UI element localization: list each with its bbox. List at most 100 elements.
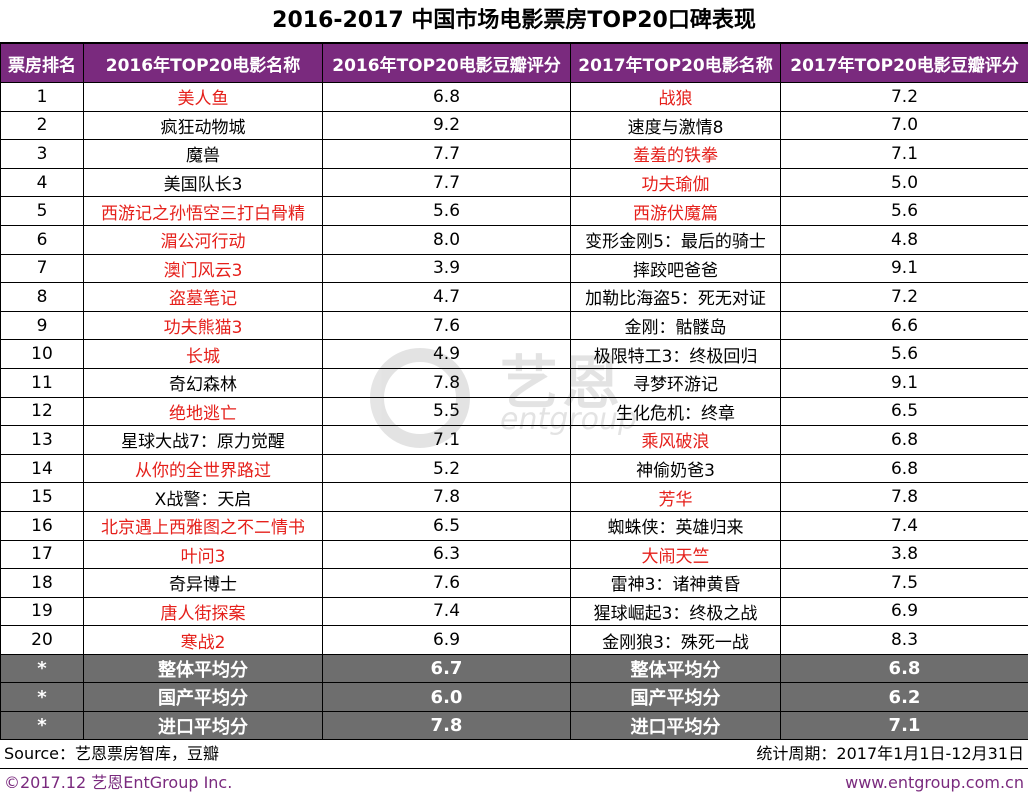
movie-2016-cell: 功夫熊猫3 — [83, 310, 323, 341]
movie-2017-cell: 摔跤吧爸爸 — [570, 253, 781, 284]
avg-2016-value: 6.7 — [322, 653, 571, 684]
movie-2017-cell: 猩球崛起3：终极之战 — [570, 596, 781, 627]
movie-2016-cell: 美人鱼 — [83, 82, 323, 112]
movie-2016-cell: 从你的全世界路过 — [83, 453, 323, 484]
movie-2017-cell: 变形金刚5：最后的骑士 — [570, 224, 781, 255]
rating-2016-cell: 5.2 — [322, 453, 571, 484]
movie-2017-cell: 战狼 — [570, 82, 781, 112]
table-row: 5 西游记之孙悟空三打白骨精 5.6 西游伏魔篇 5.6 — [0, 196, 1028, 226]
copyright-text: ©2017.12 艺恩EntGroup Inc. — [4, 773, 233, 793]
movie-2017-cell: 蜘蛛侠：英雄归来 — [570, 510, 781, 541]
rating-2017-cell: 6.8 — [780, 425, 1028, 455]
movie-2016-cell: 寒战2 — [83, 625, 323, 655]
table-row: 12 绝地逃亡 5.5 生化危机：终章 6.5 — [0, 396, 1028, 427]
rating-2016-cell: 7.8 — [322, 482, 571, 512]
avg-rank-cell: * — [0, 653, 84, 684]
rank-cell: 13 — [0, 425, 84, 455]
table-row: 18 奇异博士 7.6 雷神3：诸神黄昏 7.5 — [0, 568, 1028, 598]
header-2017-title: 2017年TOP20电影名称 — [570, 43, 781, 83]
rating-2017-cell: 7.1 — [780, 139, 1028, 169]
rating-2016-cell: 7.8 — [322, 367, 571, 398]
table-row: 7 澳门风云3 3.9 摔跤吧爸爸 9.1 — [0, 253, 1028, 284]
rank-cell: 8 — [0, 282, 84, 312]
table-row: 14 从你的全世界路过 5.2 神偷奶爸3 6.8 — [0, 453, 1028, 484]
movie-2017-cell: 金刚狼3：殊死一战 — [570, 625, 781, 655]
movie-2017-cell: 芳华 — [570, 482, 781, 512]
website-link[interactable]: www.entgroup.com.cn — [845, 773, 1024, 793]
avg-2017-value: 6.2 — [780, 682, 1028, 712]
table-row: 11 奇幻森林 7.8 寻梦环游记 9.1 — [0, 367, 1028, 398]
table-row: 8 盗墓笔记 4.7 加勒比海盗5：死无对证 7.2 — [0, 282, 1028, 312]
header-2016-rating: 2016年TOP20电影豆瓣评分 — [322, 43, 571, 83]
rating-2017-cell: 3.8 — [780, 539, 1028, 570]
avg-2017-label: 进口平均分 — [570, 710, 781, 741]
avg-2017-value: 6.8 — [780, 653, 1028, 684]
table-row: 17 叶问3 6.3 大闹天竺 3.8 — [0, 539, 1028, 570]
rating-2016-cell: 7.6 — [322, 310, 571, 341]
movie-2017-cell: 雷神3：诸神黄昏 — [570, 568, 781, 598]
table-body: 1 美人鱼 6.8 战狼 7.2 2 疯狂动物城 9.2 速度与激情8 7.0 3 魔兽 7.7 羞羞的铁… — [0, 82, 1028, 741]
movie-2017-cell: 极限特工3：终极回归 — [570, 339, 781, 369]
rating-2016-cell: 4.9 — [322, 339, 571, 369]
rating-2016-cell: 5.6 — [322, 196, 571, 226]
rating-2017-cell: 8.3 — [780, 625, 1028, 655]
average-row: * 进口平均分 7.8 进口平均分 7.1 — [0, 710, 1028, 741]
rating-2017-cell: 9.1 — [780, 253, 1028, 284]
rating-2016-cell: 5.5 — [322, 396, 571, 427]
rating-2017-cell: 7.4 — [780, 510, 1028, 541]
table-row: 16 北京遇上西雅图之不二情书 6.5 蜘蛛侠：英雄归来 7.4 — [0, 510, 1028, 541]
footer-row: ©2017.12 艺恩EntGroup Inc. www.entgroup.co… — [0, 769, 1028, 797]
rating-2017-cell: 4.8 — [780, 224, 1028, 255]
rating-2016-cell: 7.7 — [322, 167, 571, 198]
table-row: 13 星球大战7：原力觉醒 7.1 乘风破浪 6.8 — [0, 425, 1028, 455]
rating-2017-cell: 7.2 — [780, 282, 1028, 312]
avg-2016-value: 6.0 — [322, 682, 571, 712]
period-text: 统计周期：2017年1月1日-12月31日 — [756, 744, 1024, 764]
rank-cell: 4 — [0, 167, 84, 198]
header-2017-rating: 2017年TOP20电影豆瓣评分 — [780, 43, 1028, 83]
rank-cell: 6 — [0, 224, 84, 255]
rating-2017-cell: 6.6 — [780, 310, 1028, 341]
movie-2016-cell: 湄公河行动 — [83, 224, 323, 255]
movie-2017-cell: 速度与激情8 — [570, 110, 781, 141]
rank-cell: 12 — [0, 396, 84, 427]
movie-2016-cell: 西游记之孙悟空三打白骨精 — [83, 196, 323, 226]
movie-2016-cell: X战警：天启 — [83, 482, 323, 512]
source-text: Source：艺恩票房智库，豆瓣 — [4, 744, 219, 764]
rating-2016-cell: 7.7 — [322, 139, 571, 169]
rank-cell: 10 — [0, 339, 84, 369]
avg-2016-value: 7.8 — [322, 710, 571, 741]
movie-2016-cell: 盗墓笔记 — [83, 282, 323, 312]
rating-2016-cell: 6.3 — [322, 539, 571, 570]
table-row: 6 湄公河行动 8.0 变形金刚5：最后的骑士 4.8 — [0, 224, 1028, 255]
rating-2017-cell: 7.2 — [780, 82, 1028, 112]
rank-cell: 2 — [0, 110, 84, 141]
rank-cell: 18 — [0, 568, 84, 598]
average-row: * 整体平均分 6.7 整体平均分 6.8 — [0, 653, 1028, 684]
table-row: 20 寒战2 6.9 金刚狼3：殊死一战 8.3 — [0, 625, 1028, 655]
rating-2016-cell: 7.1 — [322, 425, 571, 455]
table-row: 2 疯狂动物城 9.2 速度与激情8 7.0 — [0, 110, 1028, 141]
avg-2017-label: 整体平均分 — [570, 653, 781, 684]
movie-2017-cell: 羞羞的铁拳 — [570, 139, 781, 169]
movie-2016-cell: 美国队长3 — [83, 167, 323, 198]
movie-2017-cell: 西游伏魔篇 — [570, 196, 781, 226]
rating-2017-cell: 5.0 — [780, 167, 1028, 198]
rank-cell: 14 — [0, 453, 84, 484]
movie-2017-cell: 功夫瑜伽 — [570, 167, 781, 198]
movie-2016-cell: 北京遇上西雅图之不二情书 — [83, 510, 323, 541]
rating-2016-cell: 6.8 — [322, 82, 571, 112]
avg-rank-cell: * — [0, 682, 84, 712]
movie-2016-cell: 叶问3 — [83, 539, 323, 570]
movie-2017-cell: 乘风破浪 — [570, 425, 781, 455]
rating-2016-cell: 3.9 — [322, 253, 571, 284]
movie-2017-cell: 加勒比海盗5：死无对证 — [570, 282, 781, 312]
report-title: 2016-2017 中国市场电影票房TOP20口碑表现 — [0, 0, 1028, 43]
movie-2017-cell: 寻梦环游记 — [570, 367, 781, 398]
table-row: 19 唐人街探案 7.4 猩球崛起3：终极之战 6.9 — [0, 596, 1028, 627]
average-row: * 国产平均分 6.0 国产平均分 6.2 — [0, 682, 1028, 712]
rank-cell: 15 — [0, 482, 84, 512]
rank-cell: 1 — [0, 82, 84, 112]
rating-2016-cell: 6.9 — [322, 625, 571, 655]
rating-2016-cell: 6.5 — [322, 510, 571, 541]
